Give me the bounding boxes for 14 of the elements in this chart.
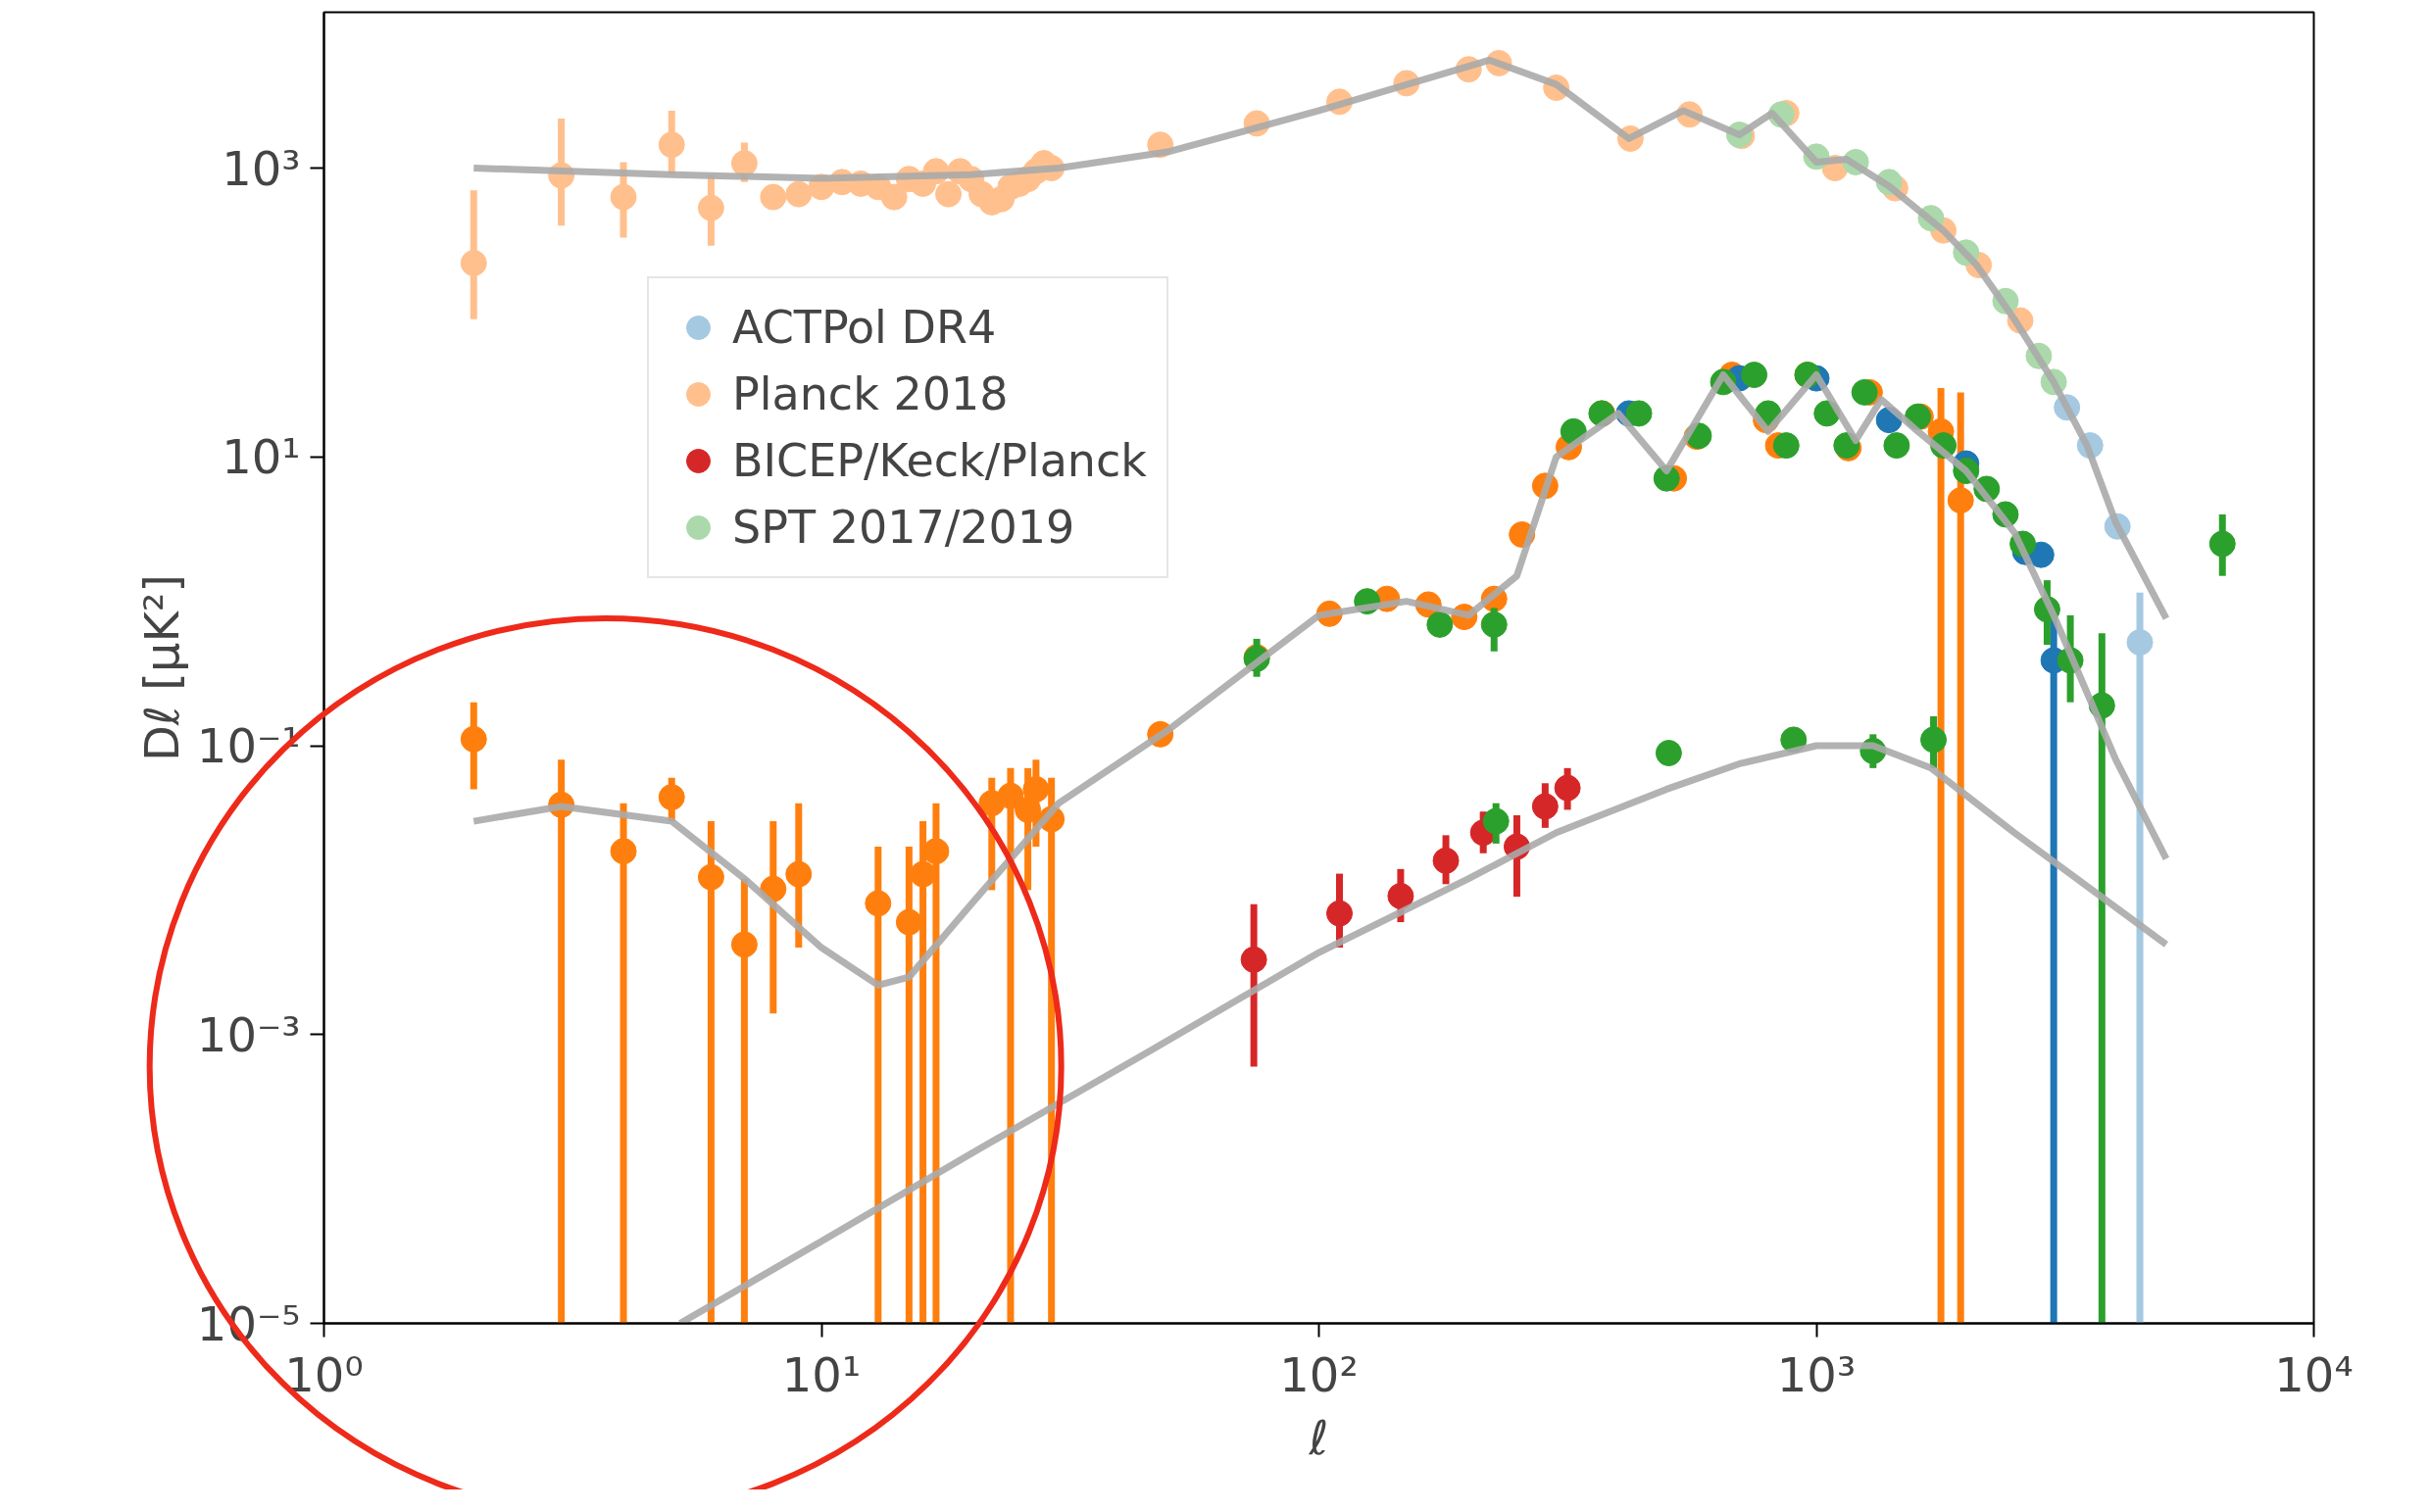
legend-label: BICEP/Keck/Planck [732, 434, 1147, 487]
x-tick-label: 10⁴ [2274, 1346, 2354, 1402]
x-tick-label: 10¹ [781, 1346, 862, 1402]
y-tick-label: 10³ [222, 140, 301, 196]
legend-label: SPT 2017/2019 [732, 501, 1075, 554]
y-tick-label: 10¹ [222, 429, 301, 485]
x-axis-title: ℓ [1308, 1409, 1329, 1465]
x-tick-label: 10² [1279, 1346, 1359, 1402]
legend-label: ACTPol DR4 [732, 301, 997, 354]
x-tick-label: 10³ [1776, 1346, 1857, 1402]
x-tick-label: 10⁰ [284, 1346, 364, 1402]
y-tick-label: 10⁻³ [196, 1006, 301, 1062]
y-axis-title: Dℓ [μK²] [133, 574, 189, 761]
legend-label: Planck 2018 [732, 367, 1009, 420]
